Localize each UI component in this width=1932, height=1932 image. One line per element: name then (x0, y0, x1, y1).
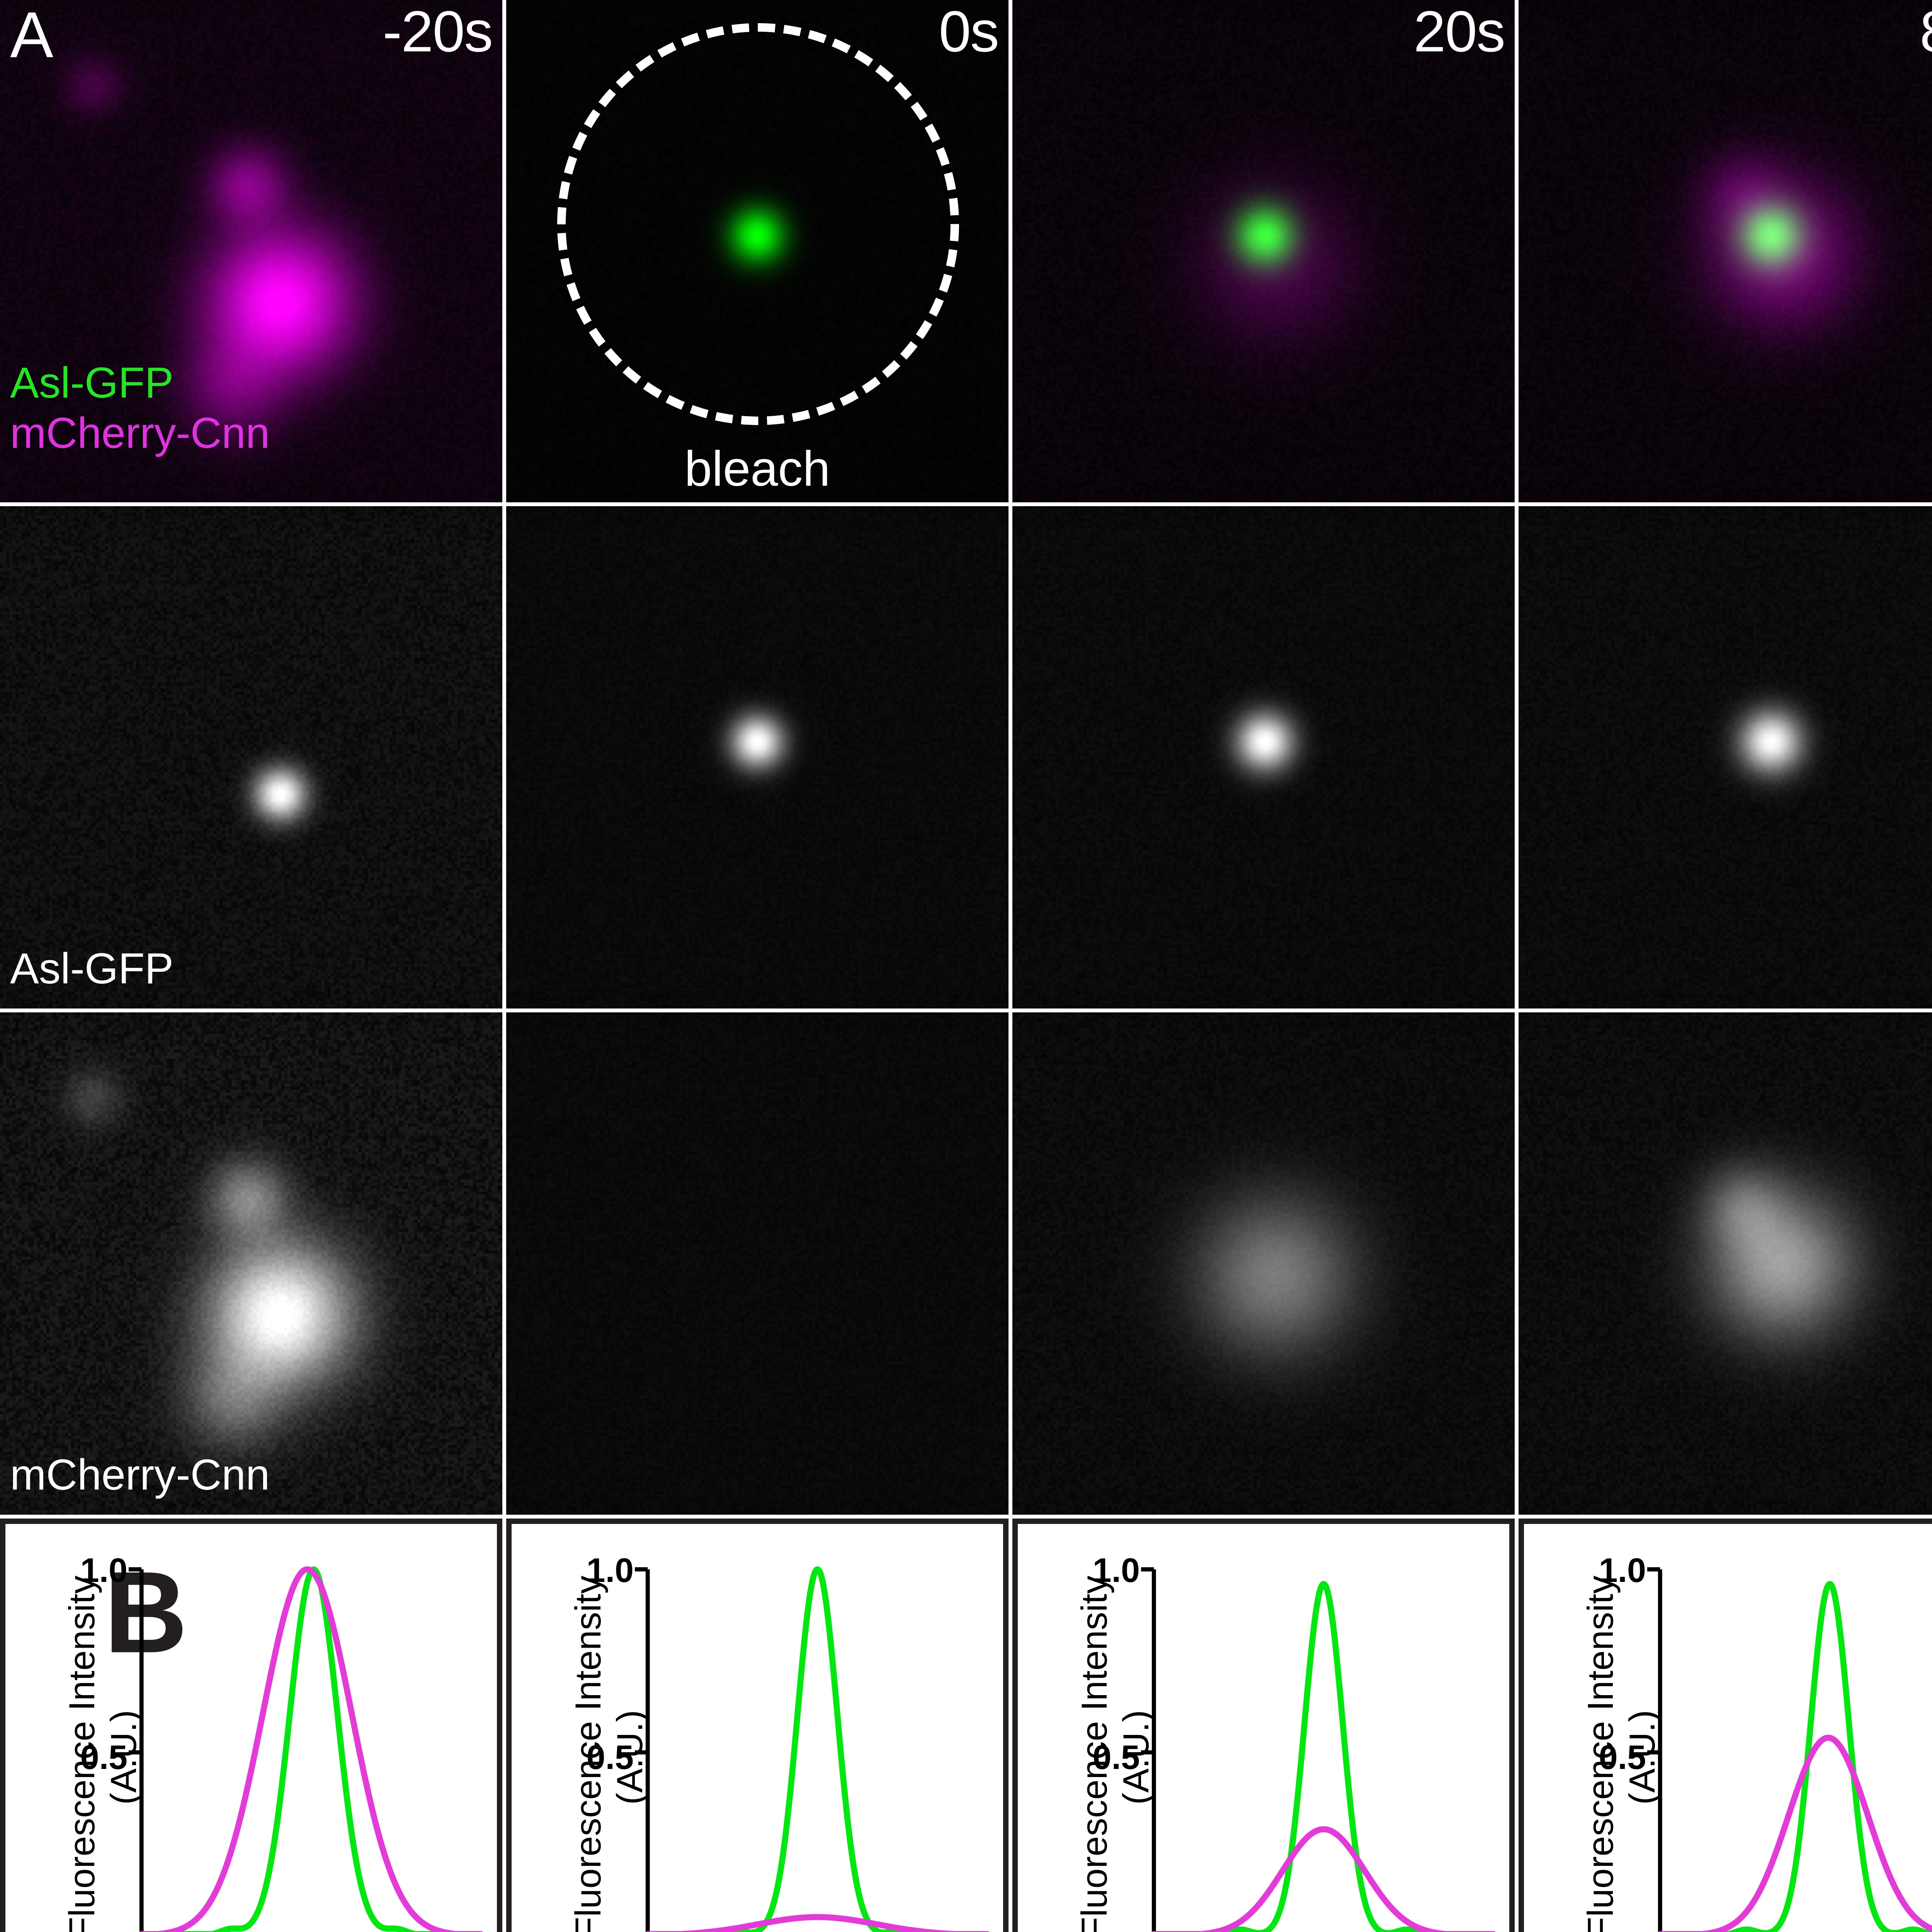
row-label-mcherry-cnn: mCherry-Cnn (10, 1451, 270, 1499)
y-tick-label: 0.5 (586, 1738, 634, 1776)
micro-panel-cnn-t3 (1519, 1012, 1932, 1515)
micro-panel-gfp-t2 (1012, 506, 1515, 1009)
micro-panel-merge-t2: 20s (1012, 0, 1515, 502)
microscopy-row-mcherry-cnn: mCherry-Cnn (0, 1012, 1932, 1515)
merge-image-20s (1012, 0, 1515, 502)
y-tick-label: 1.0 (1092, 1551, 1140, 1589)
timepoint-label: 80s (1920, 2, 1932, 60)
series-asl-gfp (1658, 1581, 1932, 1932)
channel-label-asl-gfp: Asl-GFP (10, 359, 174, 407)
chart-canvas (128, 1566, 483, 1932)
series-mcherry-cnn (139, 1566, 483, 1932)
chart-canvas (1141, 1567, 1496, 1932)
plot-panel-b-3: Fluorescence Intensity (A.U.)distance (u… (1519, 1519, 1932, 1932)
gfp-image--20s (0, 506, 502, 1009)
chart-axes (1141, 1567, 1156, 1932)
micro-panel-gfp-t0: Asl-GFP (0, 506, 502, 1009)
chart-canvas (1647, 1567, 1932, 1932)
micro-panel-cnn-t0: mCherry-Cnn (0, 1012, 502, 1515)
cnn-image-0s (506, 1012, 1009, 1515)
timepoint-label: -20s (383, 0, 493, 64)
gfp-image-80s (1519, 506, 1932, 1009)
series-asl-gfp (139, 1566, 483, 1932)
cnn-image-20s (1012, 1012, 1515, 1515)
micro-panel-merge-t0: A -20s Asl-GFP mCherry-Cnn (0, 0, 502, 502)
cnn-image--20s (0, 1012, 502, 1515)
bleach-label: bleach (684, 441, 830, 497)
microscopy-row-merge: A -20s Asl-GFP mCherry-Cnn 0s bleach 20s… (0, 0, 1932, 502)
series-mcherry-cnn (1151, 1826, 1496, 1932)
y-tick-label: 0.0 (50, 1925, 128, 1932)
y-tick-label: 0.0 (1063, 1925, 1140, 1932)
microscopy-row-asl-gfp: Asl-GFP (0, 506, 1932, 1009)
gfp-image-0s (506, 506, 1009, 1009)
plot-panel-b-0: B Fluorescence Intensity (A.U.)distance … (0, 1519, 502, 1932)
merge-image--20s (0, 0, 502, 502)
y-tick-label: 0.0 (1569, 1925, 1646, 1932)
micro-panel-merge-t3: 80s (1519, 0, 1932, 502)
plot-panel-b-1: Fluorescence Intensity (A.U.)distance (u… (506, 1519, 1009, 1932)
merge-image-80s (1519, 0, 1932, 502)
plot-panel-b-2: Fluorescence Intensity (A.U.)distance (u… (1012, 1519, 1515, 1932)
plot-row-b: B Fluorescence Intensity (A.U.)distance … (0, 1519, 1932, 1932)
series-asl-gfp (1151, 1581, 1496, 1932)
y-tick-label: 0.0 (556, 1925, 634, 1932)
y-tick-label: 0.5 (1092, 1738, 1140, 1776)
series-mcherry-cnn (645, 1914, 990, 1932)
y-tick-label: 1.0 (1599, 1551, 1646, 1589)
y-tick-label: 1.0 (586, 1551, 634, 1589)
chart-canvas (634, 1566, 990, 1932)
chart-axes (634, 1567, 650, 1932)
y-tick-label: 0.5 (80, 1738, 128, 1776)
micro-panel-cnn-t1 (506, 1012, 1009, 1515)
timepoint-label: 20s (1413, 0, 1505, 64)
micro-panel-gfp-t1 (506, 506, 1009, 1009)
micro-panel-gfp-t3 (1519, 506, 1932, 1009)
series-asl-gfp (645, 1566, 990, 1932)
bleach-region-circle (557, 23, 959, 425)
micro-panel-cnn-t2 (1012, 1012, 1515, 1515)
row-label-asl-gfp: Asl-GFP (10, 944, 174, 993)
chart-axes (128, 1567, 144, 1932)
panel-letter-b: B (104, 1547, 188, 1677)
series-mcherry-cnn (1658, 1735, 1932, 1932)
chart-axes (1647, 1567, 1662, 1932)
y-tick-label: 1.0 (80, 1551, 128, 1589)
gfp-image-20s (1012, 506, 1515, 1009)
cnn-image-80s (1519, 1012, 1932, 1515)
y-tick-label: 0.5 (1599, 1738, 1646, 1776)
panel-letter-a: A (10, 0, 54, 71)
channel-label-mcherry-cnn: mCherry-Cnn (10, 409, 270, 457)
micro-panel-merge-t1: 0s bleach (506, 0, 1009, 502)
timepoint-label: 0s (939, 0, 999, 64)
